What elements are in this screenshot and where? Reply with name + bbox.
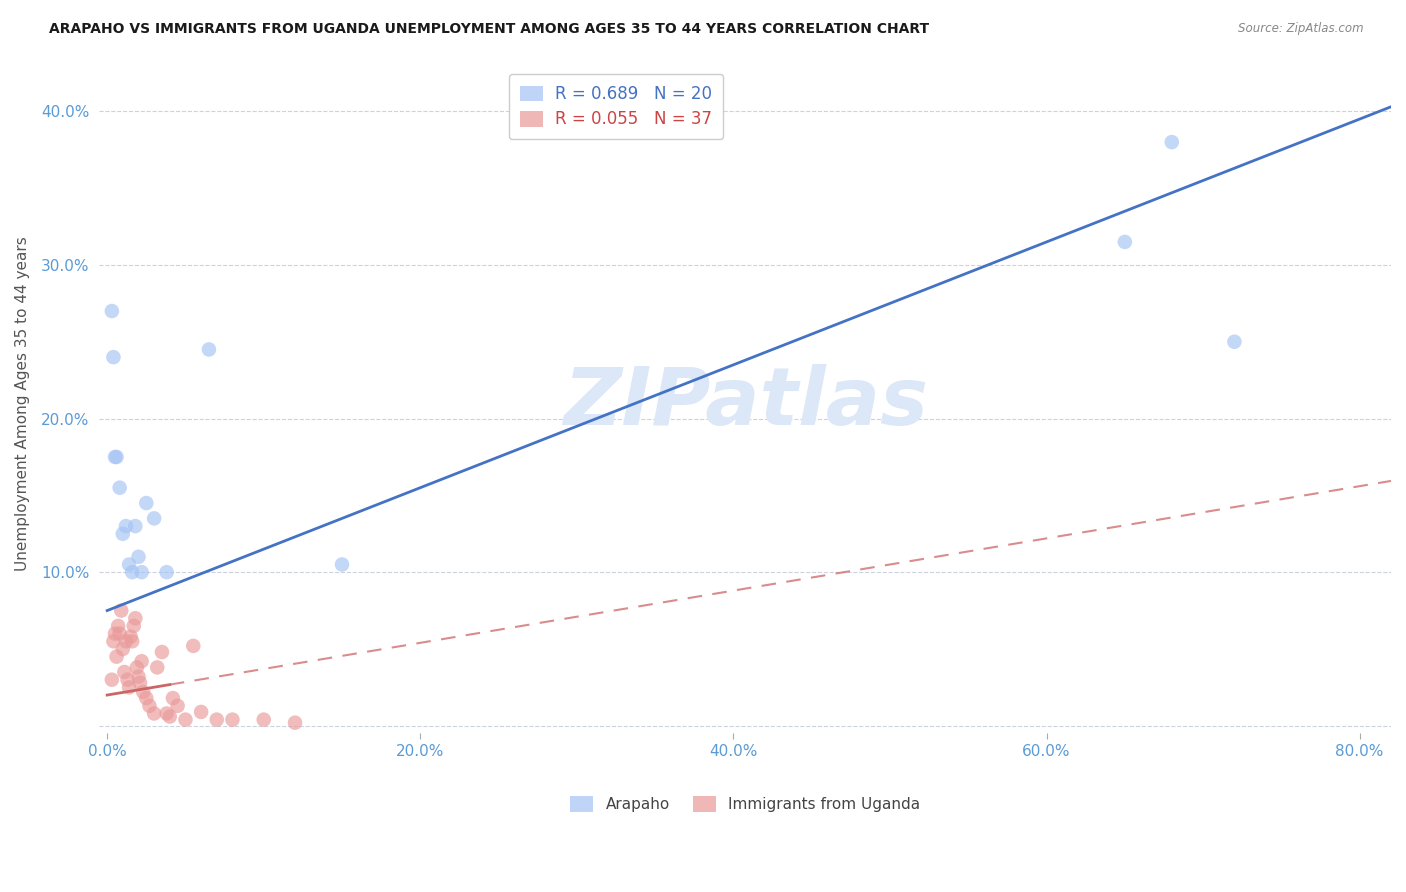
Point: [174, 713, 197, 727]
Text: ARAPAHO VS IMMIGRANTS FROM UGANDA UNEMPLOYMENT AMONG AGES 35 TO 44 YEARS CORRELA: ARAPAHO VS IMMIGRANTS FROM UGANDA UNEMPL…: [49, 22, 929, 37]
Point: [181, 639, 204, 653]
Text: ZIPatlas: ZIPatlas: [562, 364, 928, 442]
Point: [101, 304, 124, 318]
Text: Source: ZipAtlas.com: Source: ZipAtlas.com: [1239, 22, 1364, 36]
Point: [104, 626, 127, 640]
Point: [124, 519, 146, 533]
Point: [159, 709, 181, 723]
Point: [101, 673, 124, 687]
Point: [143, 706, 166, 721]
Point: [112, 665, 135, 679]
Point: [150, 645, 173, 659]
Point: [124, 611, 146, 625]
Point: [111, 642, 134, 657]
Point: [162, 691, 184, 706]
Point: [138, 698, 160, 713]
Point: [253, 713, 276, 727]
Point: [111, 526, 134, 541]
Point: [1160, 135, 1182, 149]
Point: [166, 698, 188, 713]
Point: [105, 649, 128, 664]
Point: [221, 713, 243, 727]
Point: [127, 549, 149, 564]
Point: [121, 634, 143, 648]
Point: [198, 343, 221, 357]
Point: [127, 670, 149, 684]
Point: [190, 705, 212, 719]
Point: [156, 565, 179, 579]
Point: [115, 519, 138, 533]
Point: [107, 619, 129, 633]
Point: [121, 565, 143, 579]
Point: [120, 630, 142, 644]
Point: [156, 706, 179, 721]
Point: [284, 715, 307, 730]
Point: [118, 681, 141, 695]
Point: [104, 450, 127, 464]
Point: [135, 691, 157, 706]
Y-axis label: Unemployment Among Ages 35 to 44 years: Unemployment Among Ages 35 to 44 years: [15, 235, 30, 571]
Point: [122, 619, 145, 633]
Point: [117, 673, 139, 687]
Point: [330, 558, 353, 572]
Point: [143, 511, 166, 525]
Point: [129, 675, 152, 690]
Point: [125, 660, 148, 674]
Point: [132, 685, 155, 699]
Legend: Arapaho, Immigrants from Uganda: Arapaho, Immigrants from Uganda: [561, 788, 929, 822]
Point: [103, 350, 125, 364]
Point: [146, 660, 169, 674]
Point: [205, 713, 228, 727]
Point: [115, 634, 138, 648]
Point: [110, 603, 132, 617]
Point: [103, 634, 125, 648]
Point: [1114, 235, 1136, 249]
Point: [131, 654, 153, 668]
Point: [118, 558, 141, 572]
Point: [105, 450, 128, 464]
Point: [108, 481, 131, 495]
Point: [108, 626, 131, 640]
Point: [1223, 334, 1246, 349]
Point: [135, 496, 157, 510]
Point: [131, 565, 153, 579]
